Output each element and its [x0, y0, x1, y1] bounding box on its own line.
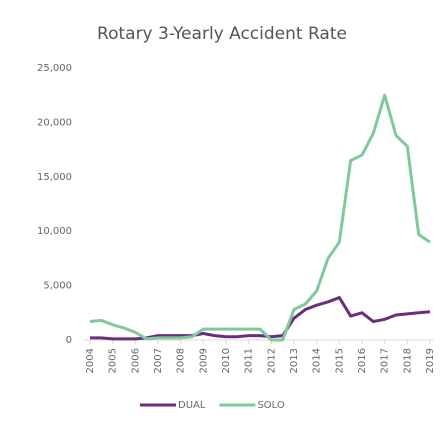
y-tick-label: 10,000 [37, 226, 72, 237]
x-tick-label: 2009 [198, 348, 209, 373]
x-tick-label: 2018 [402, 348, 413, 373]
x-tick-label: 2014 [312, 348, 323, 373]
x-tick-label: 2008 [176, 348, 187, 373]
x-tick-label: 2006 [130, 348, 141, 373]
x-tick-label: 2013 [289, 348, 300, 373]
x-tick-label: 2007 [153, 348, 164, 373]
y-tick-label: 5,000 [43, 281, 72, 292]
chart-title: Rotary 3-Yearly Accident Rate [97, 24, 347, 44]
x-tick-label: 2005 [108, 348, 119, 373]
x-tick-label: 2015 [334, 348, 345, 373]
x-tick-label: 2017 [380, 348, 391, 373]
x-tick-label: 2019 [425, 348, 436, 373]
x-tick-label: 2010 [221, 348, 232, 373]
legend-label: DUAL [178, 400, 206, 411]
y-tick-label: 20,000 [37, 117, 72, 128]
legend-label: SOLO [257, 400, 284, 411]
line-series [90, 296, 431, 341]
x-tick-label: 2016 [357, 348, 368, 373]
x-tick-label: 2012 [266, 348, 277, 373]
x-tick-label: 2004 [85, 348, 96, 373]
y-tick-label: 0 [66, 335, 72, 346]
line-series [89, 93, 431, 342]
x-tick-label: 2011 [244, 348, 255, 373]
y-tick-label: 25,000 [37, 63, 72, 74]
y-tick-label: 15,000 [37, 172, 72, 183]
